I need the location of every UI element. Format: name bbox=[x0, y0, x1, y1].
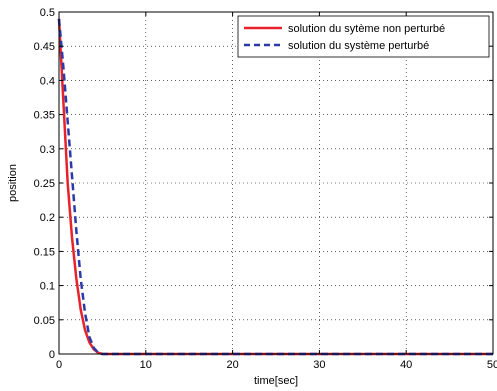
legend: solution du sytème non perturbé solution… bbox=[237, 15, 490, 58]
y-tick-label: 0.3 bbox=[40, 144, 55, 156]
x-tick-label: 0 bbox=[56, 359, 62, 371]
tick-group: 0 10 20 30 40 50 0 0.05 0.1 0.15 0.2 0.25 0.3 0.35 0.4… bbox=[34, 7, 497, 371]
x-tick-label: 30 bbox=[313, 359, 325, 371]
x-tick-label: 50 bbox=[487, 359, 497, 371]
series-line-2 bbox=[57, 18, 493, 356]
y-tick-label: 0.5 bbox=[40, 7, 55, 19]
y-tick-label: 0.15 bbox=[34, 246, 55, 258]
y-tick-label: 0.25 bbox=[34, 178, 55, 190]
x-tick-label: 10 bbox=[140, 359, 152, 371]
legend-label-series-1: solution du sytème non perturbé bbox=[288, 23, 445, 35]
y-tick-label: 0.2 bbox=[40, 212, 55, 224]
y-tick-label: 0.45 bbox=[34, 41, 55, 53]
y-tick-label: 0.05 bbox=[34, 315, 55, 327]
y-tick-label: 0 bbox=[49, 349, 55, 361]
x-tick-label: 40 bbox=[400, 359, 412, 371]
y-tick-label: 0.1 bbox=[40, 281, 55, 293]
y-tick-label: 0.35 bbox=[34, 110, 55, 122]
grid-lines bbox=[59, 12, 493, 354]
x-tick-label: 20 bbox=[226, 359, 238, 371]
y-axis-label: position bbox=[7, 164, 19, 202]
x-axis-label: time[sec] bbox=[254, 375, 298, 387]
y-tick-label: 0.4 bbox=[40, 75, 55, 87]
legend-label-series-2: solution du système perturbé bbox=[288, 40, 429, 52]
legend-box bbox=[237, 15, 490, 58]
